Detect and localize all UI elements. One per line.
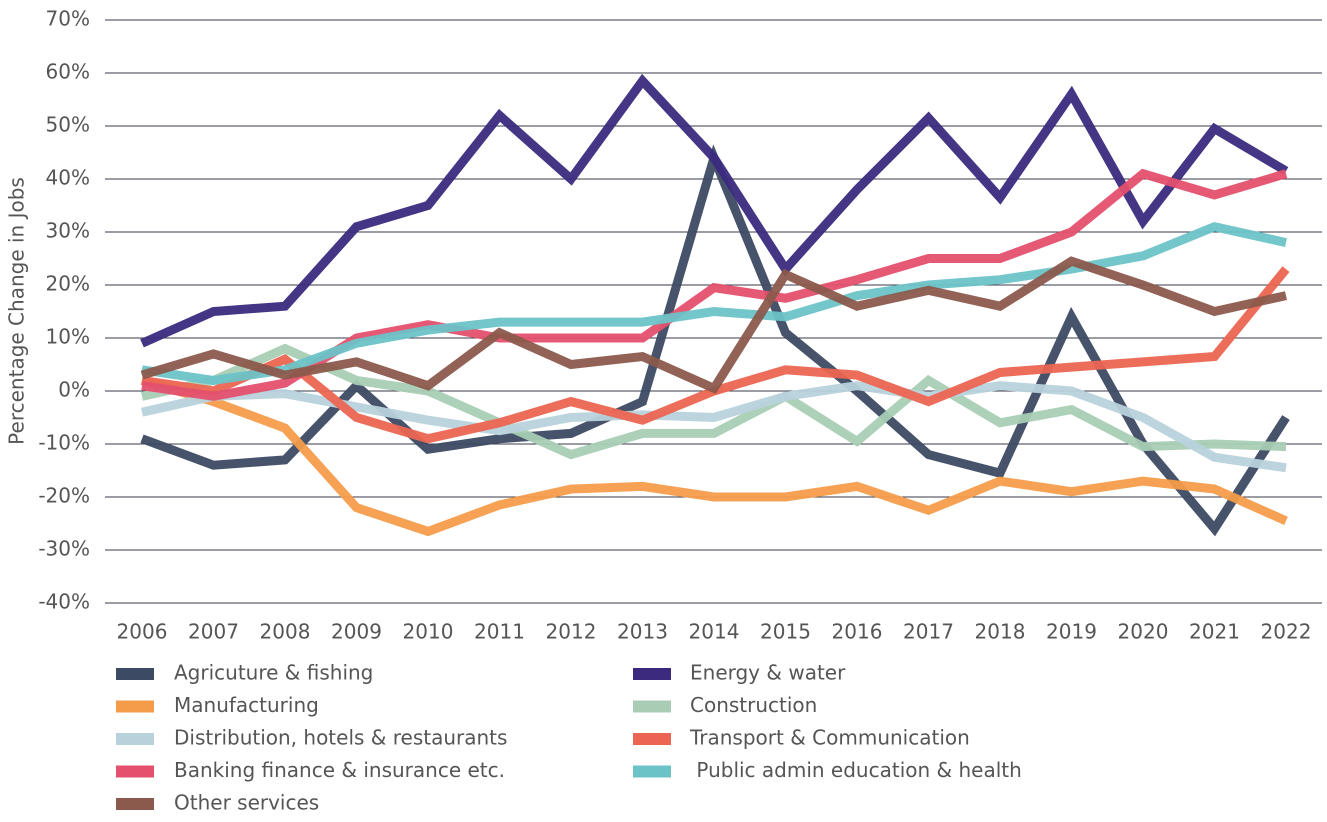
y-tick-label: 30%	[46, 219, 90, 243]
y-tick-label: -10%	[38, 431, 90, 455]
legend-label: Distribution, hotels & restaurants	[174, 726, 507, 750]
x-tick-label: 2007	[188, 620, 239, 644]
x-tick-label: 2018	[975, 620, 1026, 644]
y-tick-label: 20%	[46, 272, 90, 296]
legend-swatch	[633, 765, 671, 778]
y-tick-label: 10%	[46, 325, 90, 349]
x-tick-label: 2016	[832, 620, 883, 644]
y-tick-label: 60%	[46, 60, 90, 84]
x-tick-label: 2014	[689, 620, 740, 644]
x-tick-label: 2021	[1189, 620, 1240, 644]
x-tick-label: 2017	[903, 620, 954, 644]
y-tick-label: -20%	[38, 484, 90, 508]
y-axis-label: Percentage Change in Jobs	[5, 177, 29, 445]
y-tick-label: -40%	[38, 590, 90, 614]
legend-label: Construction	[690, 693, 817, 717]
legend-swatch	[116, 700, 154, 713]
legend-swatch	[633, 668, 671, 680]
x-tick-label: 2015	[760, 620, 811, 644]
legend-label: Other services	[174, 791, 319, 815]
y-tick-label: 50%	[46, 113, 90, 137]
x-tick-label: 2009	[331, 620, 382, 644]
x-tick-label: 2022	[1261, 620, 1312, 644]
legend-swatch	[633, 733, 671, 745]
legend-swatch	[116, 733, 154, 745]
series-line	[140, 376, 1288, 537]
y-tick-label: 0%	[58, 378, 90, 402]
y-tick-label: 70%	[46, 7, 90, 31]
series-line	[141, 222, 1287, 385]
series-line	[140, 256, 1287, 395]
legend-label: Public admin education & health	[690, 758, 1022, 782]
y-tick-label: 40%	[46, 166, 90, 190]
x-tick-label: 2008	[260, 620, 311, 644]
legend-label: Transport & Communication	[689, 726, 970, 750]
series-line	[140, 144, 1290, 537]
legend-label: Agricuture & fishing	[174, 661, 373, 685]
x-tick-label: 2013	[617, 620, 668, 644]
legend-swatch	[116, 798, 154, 810]
legend-label: Banking finance & insurance etc.	[174, 758, 505, 782]
x-tick-label: 2019	[1046, 620, 1097, 644]
legend-label: Manufacturing	[174, 693, 319, 717]
y-tick-label: -30%	[38, 537, 90, 561]
legend-swatch	[116, 668, 154, 680]
x-tick-label: 2012	[546, 620, 597, 644]
legend-swatch	[633, 700, 671, 713]
legend-swatch	[116, 765, 154, 778]
legend-label: Energy & water	[690, 661, 846, 685]
x-tick-label: 2020	[1118, 620, 1169, 644]
x-tick-label: 2006	[117, 620, 168, 644]
x-tick-label: 2011	[474, 620, 525, 644]
series-line	[140, 73, 1289, 348]
x-tick-label: 2010	[403, 620, 454, 644]
